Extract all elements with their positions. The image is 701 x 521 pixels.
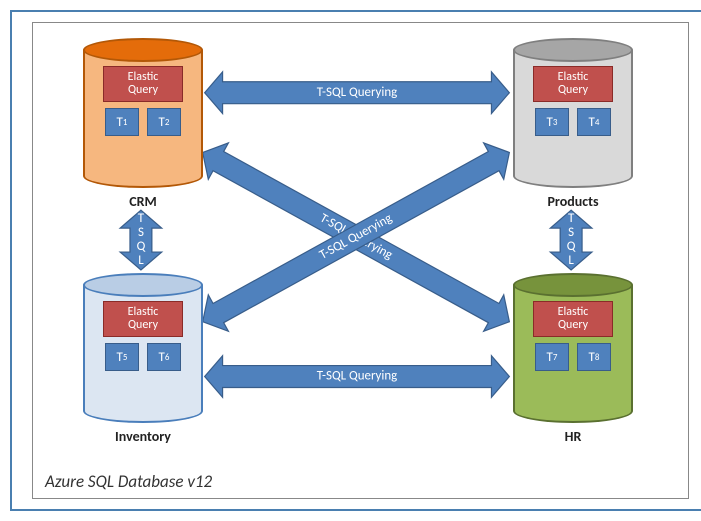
- svg-text:TSQL: TSQL: [137, 211, 146, 268]
- table-t5: T5: [105, 343, 139, 371]
- table-t2: T2: [147, 108, 181, 136]
- database-label: Inventory: [83, 428, 203, 445]
- database-hr: ElasticQuery T7T8 HR: [513, 273, 633, 423]
- database-inventory: ElasticQuery T5T6 Inventory: [83, 273, 203, 423]
- table-t7: T7: [535, 343, 569, 371]
- database-crm: ElasticQuery T1T2 CRM: [83, 38, 203, 188]
- table-t3: T3: [535, 108, 569, 136]
- svg-text:T-SQL Querying: T-SQL Querying: [317, 211, 395, 263]
- outer-frame: T-SQL Querying T-SQL Querying TSQL TSQL T-SQ…: [10, 10, 701, 511]
- table-t4: T4: [577, 108, 611, 136]
- caption: Azure SQL Database v12: [45, 471, 212, 492]
- table-t1: T1: [105, 108, 139, 136]
- database-products: ElasticQuery T3T4 Products: [513, 38, 633, 188]
- svg-text:T-SQL Querying: T-SQL Querying: [317, 211, 395, 263]
- svg-text:T-SQL Querying: T-SQL Querying: [317, 85, 398, 100]
- elastic-query-box: ElasticQuery: [103, 66, 183, 102]
- svg-text:TSQL: TSQL: [567, 211, 576, 268]
- database-label: Products: [513, 193, 633, 210]
- database-label: HR: [513, 428, 633, 445]
- database-label: CRM: [83, 193, 203, 210]
- table-t6: T6: [147, 343, 181, 371]
- elastic-query-box: ElasticQuery: [103, 301, 183, 337]
- inner-frame: T-SQL Querying T-SQL Querying TSQL TSQL T-SQ…: [32, 22, 689, 499]
- svg-text:T-SQL Querying: T-SQL Querying: [317, 369, 398, 384]
- elastic-query-box: ElasticQuery: [533, 66, 613, 102]
- table-t8: T8: [577, 343, 611, 371]
- elastic-query-box: ElasticQuery: [533, 301, 613, 337]
